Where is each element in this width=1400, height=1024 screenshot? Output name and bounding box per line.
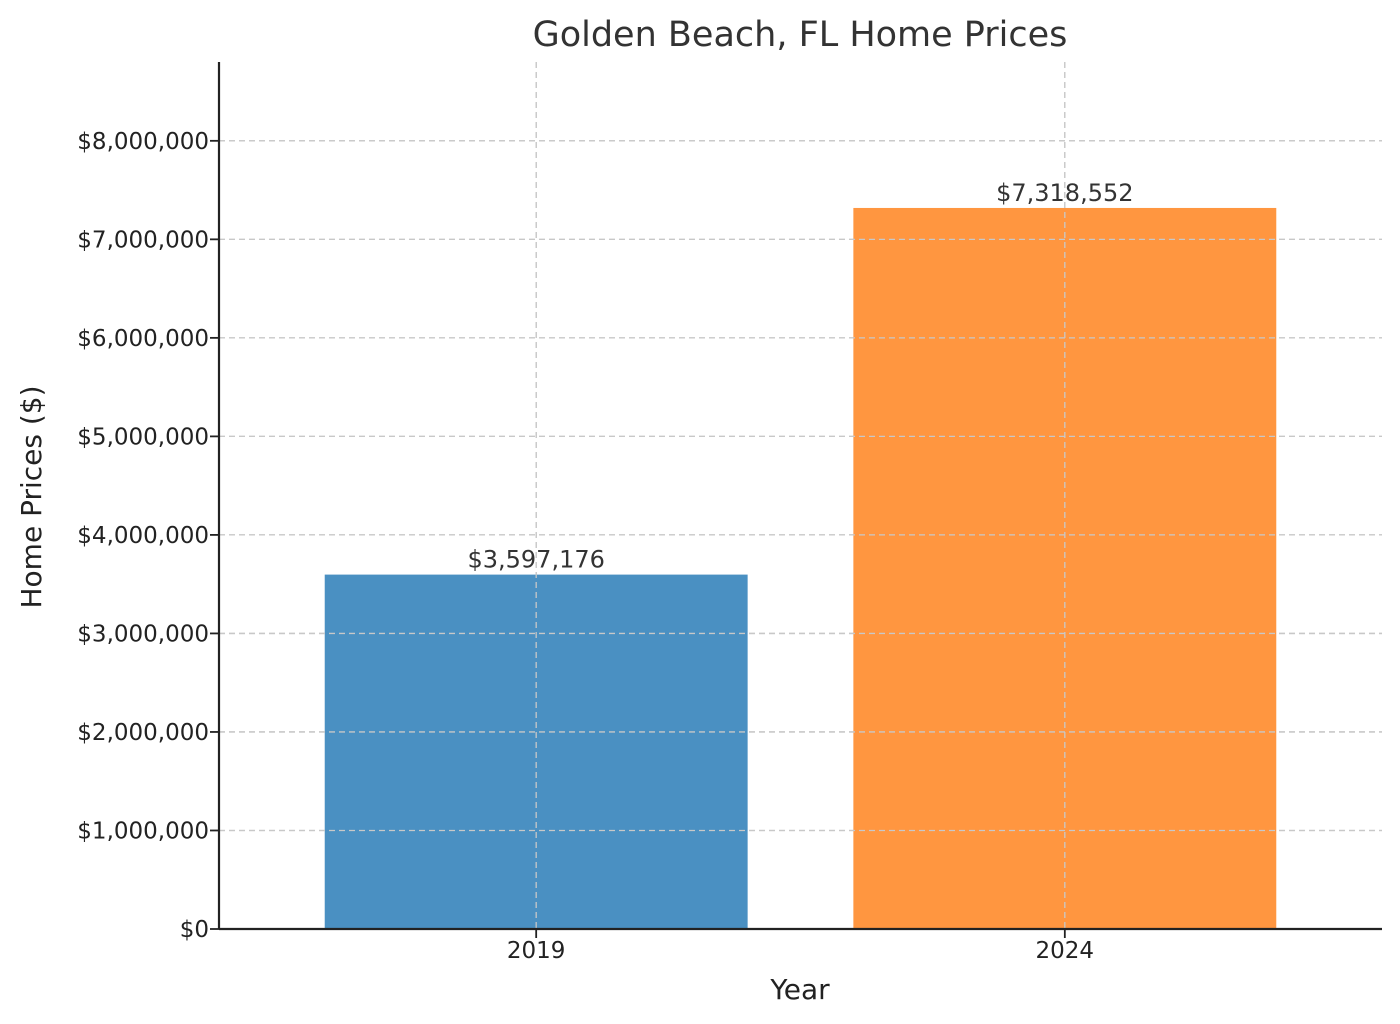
data-label-2024: $7,318,552: [996, 179, 1133, 207]
y-tick-label: $3,000,000: [77, 621, 209, 647]
y-axis-ticks: $0 $1,000,000 $2,000,000 $3,000,000 $4,000,0…: [77, 129, 219, 943]
y-tick-label: $0: [180, 917, 209, 943]
data-labels: $3,597,176 $7,318,552: [219, 62, 1382, 929]
x-axis-label: Year: [769, 973, 830, 1006]
x-tick-label: 2024: [1036, 938, 1095, 964]
x-tick-label: 2019: [507, 938, 566, 964]
y-tick-label: $6,000,000: [77, 326, 209, 352]
chart-title: Golden Beach, FL Home Prices: [533, 15, 1068, 55]
y-tick-label: $8,000,000: [77, 129, 209, 155]
y-axis-label: Home Prices ($): [15, 385, 48, 608]
data-label-2019: $3,597,176: [467, 546, 604, 574]
y-tick-label: $4,000,000: [77, 523, 209, 549]
y-tick-label: $7,000,000: [77, 227, 209, 253]
x-axis-ticks: 2019 2024: [507, 929, 1094, 964]
y-tick-label: $5,000,000: [77, 424, 209, 450]
bar-2024: [853, 207, 1277, 929]
y-tick-label: $2,000,000: [77, 720, 209, 746]
y-tick-label: $1,000,000: [77, 818, 209, 844]
